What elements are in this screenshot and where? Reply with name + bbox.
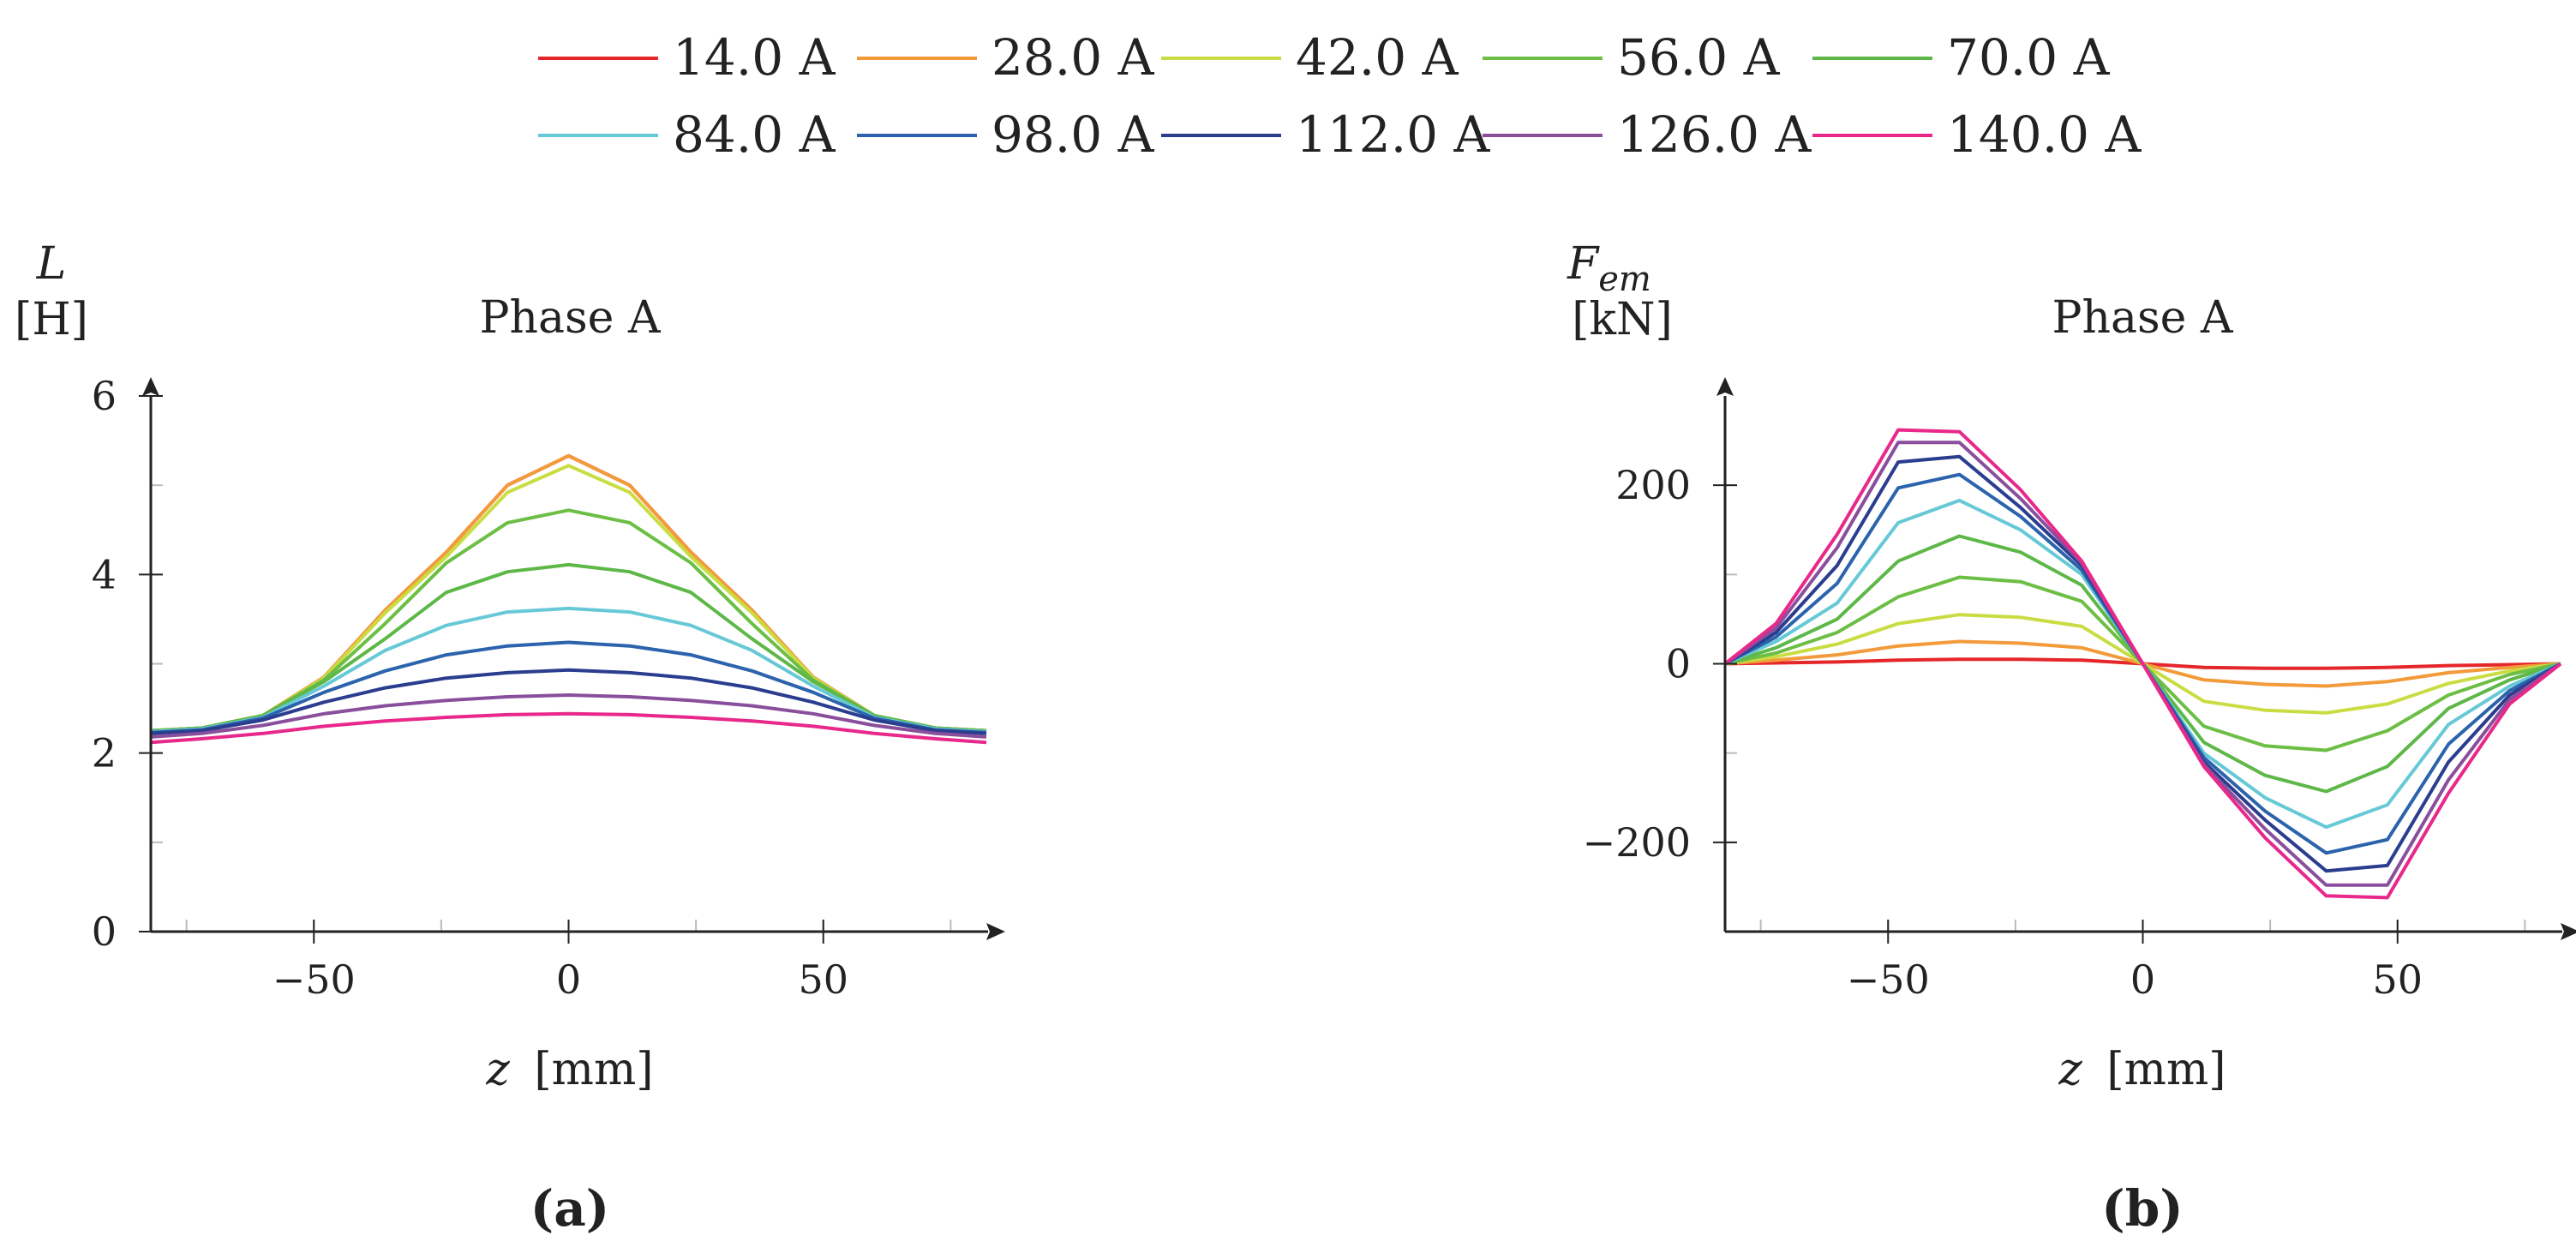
panel-b-ylabel-main: F	[1567, 238, 1600, 290]
y-tick-label: 2	[92, 730, 117, 776]
plot-area-b: −50 0 50 −200 0 200	[1583, 377, 2576, 1003]
y-tick-label: 200	[1615, 462, 1691, 508]
legend-label: 42.0 A	[1296, 28, 1459, 87]
panel-b-xlabel: z [mm]	[2058, 1044, 2226, 1095]
x-tick-label: 0	[556, 956, 581, 1003]
y-tick-label: 0	[1666, 641, 1691, 687]
legend-label: 112.0 A	[1296, 105, 1490, 164]
x-tick-label: −50	[1847, 956, 1930, 1003]
panel-a-label: (a)	[530, 1179, 609, 1238]
panel-a-xlabel-var: z	[485, 1044, 510, 1095]
plot-area-a: −50 0 50 0 2 4 6	[92, 373, 1005, 1003]
x-tick-label: 50	[2372, 956, 2423, 1003]
chart-panel-b: Fem [kN] Phase A −50 0 50 −200 0 200 z [mm] (…	[1567, 238, 2576, 1238]
panel-b-xlabel-var: z	[2058, 1044, 2082, 1095]
legend-label: 56.0 A	[1617, 28, 1781, 87]
legend-label: 84.0 A	[673, 105, 836, 164]
panel-b-title: Phase A	[2052, 292, 2233, 344]
legend-label: 14.0 A	[673, 28, 836, 87]
chart-panel-a: L [H] Phase A −50 0 50 0 2 4 6 z [mm] (a)	[15, 238, 1005, 1238]
legend-label: 140.0 A	[1947, 105, 2142, 164]
panel-b-ylabel-unit: [kN]	[1572, 294, 1673, 345]
y-tick-label: 0	[92, 908, 117, 955]
panel-b-ylabel-symbol: Fem	[1567, 238, 1651, 299]
series-line-56-0-A	[150, 508, 987, 733]
series-line-140-0-A	[1723, 428, 2562, 900]
legend: 14.0 A 28.0 A 42.0 A 56.0 A 70.0 A 84.0 A 98.0…	[538, 28, 2142, 164]
panel-b-ylabel-subscript: em	[1598, 260, 1651, 299]
legend-label: 98.0 A	[991, 105, 1155, 164]
x-axis-arrow	[2561, 923, 2576, 940]
y-tick-label: −200	[1583, 819, 1691, 866]
series-line-42-0-A	[150, 464, 987, 733]
x-tick-label: 0	[2130, 956, 2155, 1003]
panel-a-xlabel-unit: [mm]	[534, 1044, 653, 1095]
x-tick-label: −50	[273, 956, 356, 1003]
legend-label: 70.0 A	[1947, 28, 2111, 87]
series-line-126-0-A	[150, 693, 987, 739]
legend-label: 28.0 A	[991, 28, 1155, 87]
panel-a-ylabel-unit: [H]	[15, 294, 88, 345]
x-axis-arrow	[986, 923, 1005, 940]
series-line-112-0-A	[150, 668, 987, 735]
y-tick-label: 4	[92, 551, 117, 597]
y-tick-label: 6	[92, 373, 117, 419]
panel-b-label: (b)	[2101, 1179, 2183, 1238]
x-tick-label: 50	[798, 956, 848, 1003]
series-line-14-0-A	[150, 453, 987, 733]
legend-label: 126.0 A	[1617, 105, 1812, 164]
series-line-84-0-A	[150, 606, 987, 734]
panel-a-ylabel-symbol: L	[36, 238, 67, 290]
series-line-70-0-A	[150, 562, 987, 733]
panel-a-xlabel: z [mm]	[485, 1044, 653, 1095]
y-axis-arrow	[142, 377, 159, 396]
panel-a-title: Phase A	[479, 292, 661, 344]
series-line-140-0-A	[150, 711, 987, 745]
series-line-98-0-A	[150, 640, 987, 734]
series-line-28-0-A	[150, 453, 987, 733]
panel-b-xlabel-unit: [mm]	[2106, 1044, 2226, 1095]
y-axis-arrow	[1716, 377, 1734, 396]
